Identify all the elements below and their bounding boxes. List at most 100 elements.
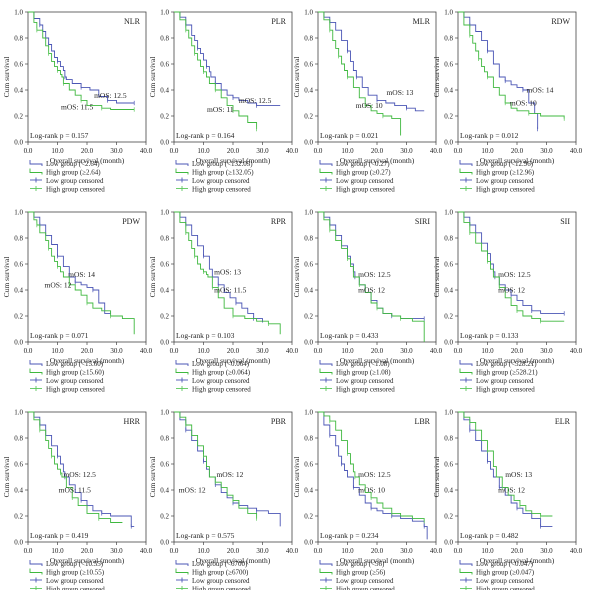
km-panel-pbr: 0.0 0.2 0.4 0.6 0.8 1.0 0.0 10.0 20.0 30.0 40.0 Ove… bbox=[148, 409, 299, 590]
legend-line-swatch bbox=[319, 568, 333, 575]
x-tick-label: 40.0 bbox=[140, 147, 153, 155]
legend-label: High group (≥6700) bbox=[192, 569, 249, 577]
legend-label: Low group censored bbox=[46, 577, 104, 585]
legend-line-swatch bbox=[29, 360, 43, 366]
legend-line-swatch bbox=[319, 160, 333, 166]
legend-label: Low group (<56) bbox=[336, 560, 385, 568]
x-tick-label: 20.0 bbox=[371, 147, 384, 155]
y-tick-label: 0.2 bbox=[14, 313, 23, 321]
mos-label: mOS: 13 bbox=[505, 470, 532, 479]
km-panel-rdw: 0.0 0.2 0.4 0.6 0.8 1.0 0.0 10.0 20.0 30.0 40.0 Ove… bbox=[432, 9, 583, 194]
y-tick-label: 0.6 bbox=[14, 461, 23, 469]
x-tick-label: 0.0 bbox=[454, 347, 463, 355]
logrank-text: Log-rank p = 0.419 bbox=[30, 531, 89, 540]
y-axis-label: Cum survival bbox=[292, 257, 301, 298]
legend-line-swatch bbox=[319, 560, 333, 566]
y-tick-label: 0.6 bbox=[304, 261, 313, 269]
survival-curve-low bbox=[458, 11, 539, 129]
legend-label: High group censored bbox=[336, 586, 395, 590]
y-tick-label: 0.4 bbox=[444, 287, 453, 295]
legend-label: High group censored bbox=[192, 186, 251, 194]
x-tick-label: 0.0 bbox=[24, 347, 33, 355]
y-tick-label: 0.6 bbox=[444, 461, 453, 469]
x-tick-label: 40.0 bbox=[570, 547, 583, 555]
y-tick-label: 0.6 bbox=[444, 261, 453, 269]
x-tick-label: 20.0 bbox=[227, 347, 240, 355]
x-tick-label: 10.0 bbox=[51, 547, 64, 555]
legend-line-swatch bbox=[175, 160, 189, 166]
mos-label: mOS: 11.5 bbox=[61, 103, 93, 112]
logrank-text: Log-rank p = 0.071 bbox=[30, 331, 89, 340]
legend-label: Low group censored bbox=[336, 177, 394, 185]
y-tick-label: 0.4 bbox=[160, 287, 169, 295]
legend-label: Low group (<528.21) bbox=[476, 360, 537, 368]
x-tick-label: 30.0 bbox=[540, 347, 553, 355]
x-tick-label: 20.0 bbox=[227, 547, 240, 555]
x-tick-label: 20.0 bbox=[511, 547, 524, 555]
legend-label: Low group censored bbox=[192, 577, 250, 585]
y-tick-label: 1.0 bbox=[304, 209, 313, 217]
legend-line-swatch bbox=[175, 560, 189, 566]
y-tick-label: 0.0 bbox=[304, 539, 313, 547]
x-axis-label: Overall survival (month) bbox=[50, 556, 125, 565]
mos-label: mOS: 12.5 bbox=[358, 470, 391, 479]
legend-line-swatch bbox=[175, 568, 189, 575]
y-tick-label: 0.6 bbox=[14, 261, 23, 269]
y-tick-label: 0.8 bbox=[160, 35, 169, 43]
x-tick-label: 30.0 bbox=[400, 147, 413, 155]
x-tick-label: 10.0 bbox=[481, 347, 494, 355]
legend-label: High group (≥1.08) bbox=[336, 369, 391, 377]
y-tick-label: 0.8 bbox=[14, 35, 23, 43]
plot-frame bbox=[317, 11, 437, 143]
mos-label: mOS: 10 bbox=[358, 486, 385, 495]
mos-label: mOS: 13 bbox=[386, 88, 413, 97]
y-tick-label: 0.2 bbox=[304, 113, 313, 121]
y-tick-label: 1.0 bbox=[304, 409, 313, 417]
legend-line-swatch bbox=[29, 568, 43, 575]
legend-label: High group (≥15.60) bbox=[46, 369, 105, 377]
x-tick-label: 10.0 bbox=[51, 147, 64, 155]
legend-label: High group (≥2.64) bbox=[46, 169, 101, 177]
y-axis-label: Cum survival bbox=[432, 57, 441, 98]
y-tick-label: 0.0 bbox=[160, 539, 169, 547]
legend-label: High group censored bbox=[476, 186, 535, 194]
y-tick-label: 0.4 bbox=[160, 487, 169, 495]
km-panel-elr: 0.0 0.2 0.4 0.6 0.8 1.0 0.0 10.0 20.0 30.0 40.0 Ove… bbox=[432, 409, 583, 590]
logrank-text: Log-rank p = 0.234 bbox=[320, 531, 379, 540]
km-panel-siri: 0.0 0.2 0.4 0.6 0.8 1.0 0.0 10.0 20.0 30.0 40.0 Ove… bbox=[292, 209, 443, 394]
y-tick-label: 0.8 bbox=[160, 235, 169, 243]
y-tick-label: 1.0 bbox=[444, 209, 453, 217]
legend-label: High group (≥0.27) bbox=[336, 169, 391, 177]
y-tick-label: 0.8 bbox=[444, 35, 453, 43]
y-tick-label: 1.0 bbox=[14, 209, 23, 217]
legend-label: Low group (<15.60) bbox=[46, 360, 104, 368]
legend-line-swatch bbox=[459, 160, 473, 166]
y-axis-label: Cum survival bbox=[432, 457, 441, 498]
legend-label: High group censored bbox=[46, 386, 105, 394]
legend-label: Low group (<12.96) bbox=[476, 160, 534, 168]
legend-label: High group censored bbox=[336, 386, 395, 394]
x-tick-label: 20.0 bbox=[81, 147, 94, 155]
y-tick-label: 0.6 bbox=[160, 261, 169, 269]
y-axis-label: Cum survival bbox=[2, 57, 11, 98]
legend-label: Low group (<132.05) bbox=[192, 160, 253, 168]
x-tick-label: 40.0 bbox=[430, 147, 443, 155]
x-tick-label: 10.0 bbox=[341, 347, 354, 355]
legend-label: Low group (<0.27) bbox=[336, 160, 390, 168]
x-tick-label: 0.0 bbox=[314, 347, 323, 355]
mos-label: mOS: 14 bbox=[526, 86, 553, 95]
legend-line-swatch bbox=[459, 368, 473, 375]
legend-label: High group censored bbox=[476, 586, 535, 590]
y-tick-label: 0.0 bbox=[14, 139, 23, 147]
survival-curve-high bbox=[28, 411, 123, 523]
x-tick-label: 30.0 bbox=[110, 347, 123, 355]
y-axis-label: Cum survival bbox=[432, 257, 441, 298]
legend-line-swatch bbox=[175, 168, 189, 175]
legend-label: Low group (<2.64) bbox=[46, 160, 100, 168]
mos-label: mOS: 12.5 bbox=[239, 96, 272, 105]
legend-line-swatch bbox=[319, 360, 333, 366]
mos-label: mOS: 13 bbox=[214, 267, 241, 276]
legend-line-swatch bbox=[175, 368, 189, 375]
x-tick-label: 20.0 bbox=[81, 347, 94, 355]
